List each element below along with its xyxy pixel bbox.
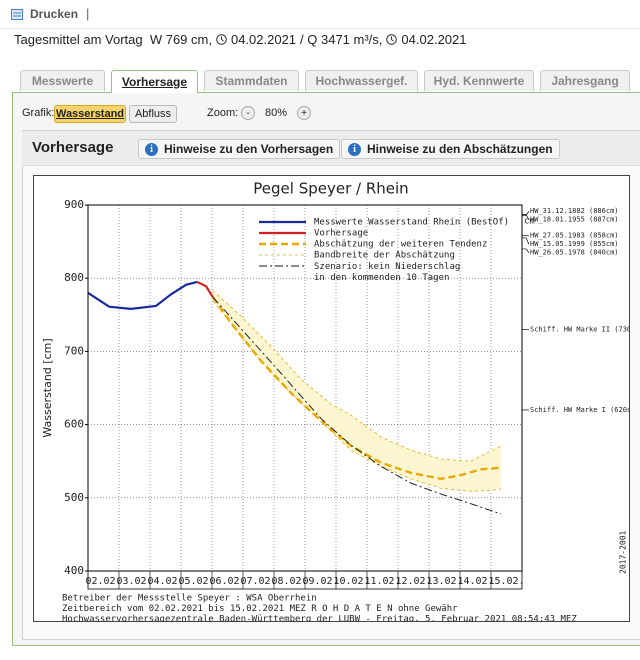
mark-label: HW_31.12.1882 (886cm): [530, 207, 619, 215]
info-button[interactable]: i Hinweise zu den Vorhersagen: [138, 139, 341, 159]
mark-leader: [522, 248, 530, 253]
separator: |: [86, 6, 90, 21]
x-tick-label: 14.02.: [457, 576, 493, 587]
y-tick-label: 500: [64, 491, 84, 504]
x-tick-label: 03.02.: [116, 576, 152, 587]
series-line: [196, 280, 214, 298]
x-tick-label: 15.02.: [488, 576, 524, 587]
legend-label: Messwerte Wasserstand Rhein (BestOf): [314, 218, 509, 228]
series-line: [212, 296, 502, 515]
chart: Pegel Speyer / Rhein Wasserstand [cm] cm…: [33, 175, 630, 622]
wasserstand-button[interactable]: Wasserstand: [54, 105, 126, 123]
summary-date: 04.02.2021: [230, 32, 297, 47]
info-button-label: Hinweise zu den Abschätzungen: [367, 142, 553, 156]
mark-label: HW_15.05.1999 (855cm): [530, 240, 619, 248]
tab[interactable]: Vorhersage: [111, 70, 198, 93]
band-edge: [212, 300, 501, 492]
info-button[interactable]: i Hinweise zu den Abschätzungen: [341, 139, 560, 159]
x-tick-label: 07.02.: [240, 576, 276, 587]
mark-label: HW_18.01.1955 (887cm): [530, 216, 619, 224]
mark-label: HW_26.05.1978 (840cm): [530, 249, 619, 257]
x-tick-label: 10.02.: [333, 576, 369, 587]
info-icon: i: [145, 142, 158, 156]
info-button-label: Hinweise zu den Vorhersagen: [164, 142, 334, 156]
print-icon[interactable]: [11, 9, 23, 20]
toolbar: [0, 0, 640, 29]
y-tick-label: 600: [64, 418, 84, 431]
grafik-label: Grafik:: [22, 107, 55, 119]
mark-label: Schiff. HW Marke I (620cm): [530, 406, 630, 414]
abfluss-button[interactable]: Abfluss: [129, 105, 177, 123]
legend-label: Bandbreite der Abschätzung: [314, 251, 455, 261]
info-icon: i: [348, 142, 361, 156]
x-tick-label: 02.02.: [85, 576, 121, 587]
footer-line: Zeitbereich vom 02.02.2021 bis 15.02.202…: [62, 604, 458, 614]
unit-label: cm: [524, 217, 535, 227]
legend-label: Szenario: kein Niederschlag in den kommen…: [314, 262, 460, 283]
summary-text: Tagesmittel am Vortag W 769 cm,: [14, 32, 212, 47]
summary: Tagesmittel am Vortag W 769 cm, 04.02.20…: [14, 32, 467, 47]
clock-icon: [386, 34, 398, 45]
legend-label: Abschätzung der weiteren Tendenz: [314, 240, 487, 250]
summary-date: 04.02.2021: [401, 32, 467, 47]
y-axis-label: Wasserstand [cm]: [41, 338, 54, 437]
zoom-value: 80%: [265, 107, 288, 119]
x-tick-label: 09.02.: [302, 576, 338, 587]
chart-title: Pegel Speyer / Rhein: [253, 180, 408, 198]
tab[interactable]: Messwerte: [20, 70, 105, 91]
clock-icon: [216, 34, 227, 45]
tab[interactable]: Hyd. Kennwerte: [424, 70, 534, 91]
x-tick-label: 13.02.: [426, 576, 462, 587]
zoom-minus[interactable]: -: [241, 106, 255, 120]
tab[interactable]: Hochwassergef.: [305, 70, 418, 91]
x-tick-label: 04.02.: [147, 576, 183, 587]
y-tick-label: 700: [64, 344, 84, 357]
x-tick-label: 08.02.: [271, 576, 307, 587]
mark-label: Schiff. HW Marke II (730cm): [530, 325, 630, 333]
x-tick-label: 12.02.: [395, 576, 431, 587]
band-edge: [212, 290, 502, 462]
mark-leader: [522, 214, 530, 220]
mark-leader: [522, 211, 530, 216]
x-tick-label: 05.02.: [178, 576, 214, 587]
y-tick-label: 900: [64, 198, 84, 211]
print-button[interactable]: Drucken: [30, 7, 79, 21]
tab[interactable]: Stammdaten: [204, 70, 299, 91]
plot-frame: [87, 204, 523, 572]
chart-code: 2017-2001: [619, 530, 628, 574]
zoom-label: Zoom:: [207, 107, 239, 119]
y-tick-label: 400: [64, 564, 84, 577]
section-title: Vorhersage: [32, 139, 114, 156]
mark-label: HW_27.05.1983 (858cm): [530, 232, 619, 240]
plot-lines: [87, 280, 502, 515]
x-tick-label: 06.02.: [209, 576, 245, 587]
footer-line: Hochwasservorhersagezentrale Baden-Württ…: [62, 615, 577, 623]
x-tick-label: 11.02.: [364, 576, 400, 587]
legend-label: Vorhersage: [314, 229, 368, 239]
footer-line: Betreiber der Messstelle Speyer : WSA Ob…: [62, 594, 317, 604]
series-line: [211, 296, 501, 481]
zoom-plus[interactable]: +: [297, 106, 311, 120]
y-tick-label: 800: [64, 271, 84, 284]
tab[interactable]: Jahresgang: [540, 70, 630, 91]
summary-text: / Q 3471 m³/s,: [300, 32, 383, 47]
mark-leader: [522, 237, 530, 245]
series-line: [87, 280, 198, 311]
